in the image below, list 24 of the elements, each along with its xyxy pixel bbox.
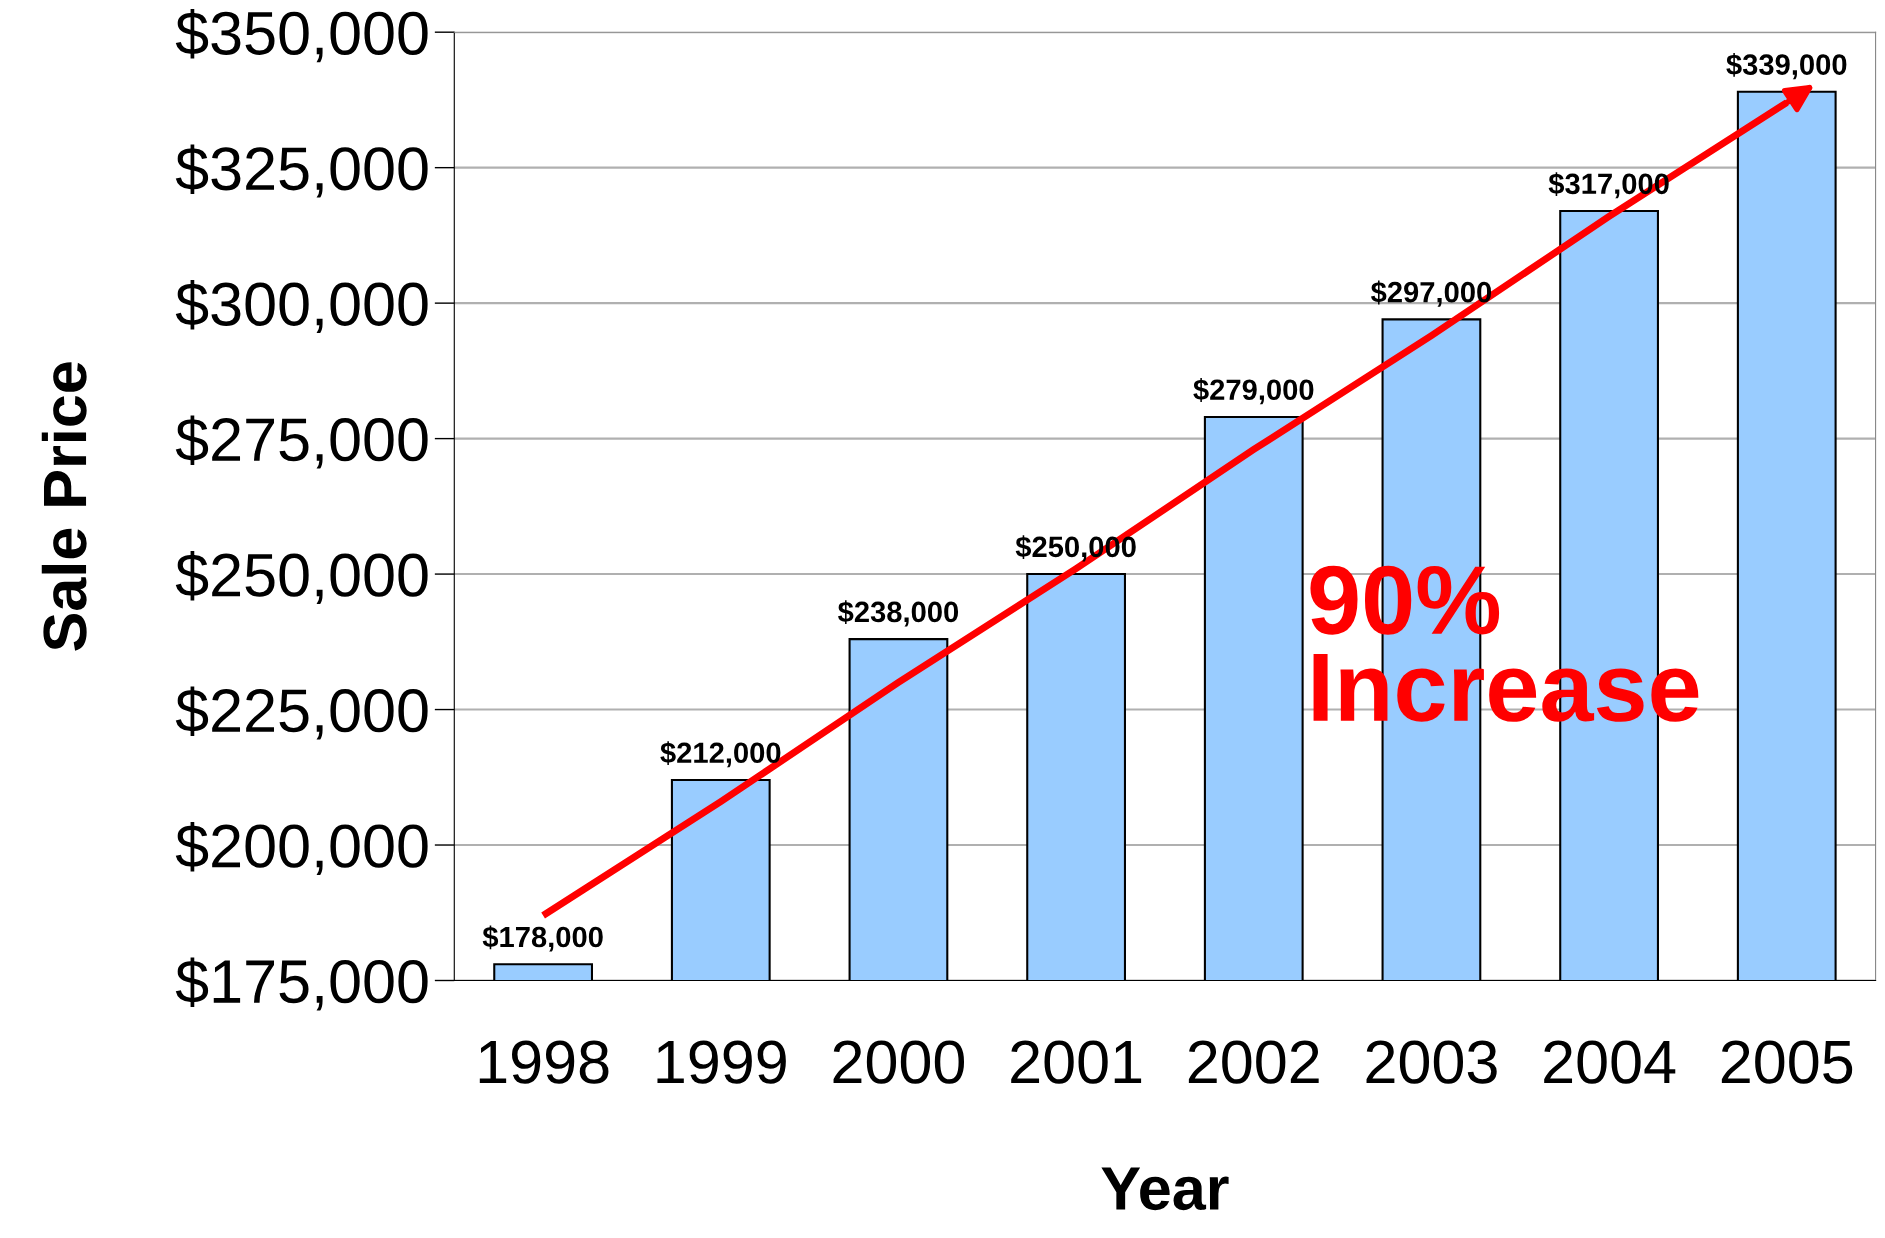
x-tick-label: 1999	[657, 1040, 786, 1084]
x-axis-title: Year	[1101, 1167, 1229, 1211]
data-label: $297,000	[1370, 280, 1492, 307]
data-label: $238,000	[838, 600, 959, 627]
data-label: $212,000	[660, 741, 781, 768]
y-tick-label: $250,000	[175, 550, 428, 605]
y-axis-title: Sale Price	[41, 362, 87, 651]
y-tick-label: $200,000	[175, 821, 428, 875]
x-tick-label: 2005	[1721, 1040, 1853, 1084]
y-tick-label: $325,000	[175, 144, 428, 198]
y-tick-label: $275,000	[175, 415, 428, 469]
data-label: $339,000	[1726, 52, 1847, 80]
x-tick-label: 2002	[1188, 1040, 1319, 1084]
y-tick-label: $350,000	[175, 9, 428, 63]
x-tick-label: 1998	[479, 1040, 609, 1084]
x-tick-label: 2003	[1366, 1040, 1497, 1084]
x-tick-label: 2004	[1544, 1040, 1676, 1084]
y-tick-label: $225,000	[175, 686, 428, 740]
y-tick-label: $175,000	[175, 957, 428, 1011]
x-tick-label: 2000	[833, 1040, 965, 1084]
data-label: $178,000	[482, 925, 603, 952]
y-tick-label: $300,000	[175, 280, 428, 334]
x-tick-label: 2001	[1011, 1040, 1142, 1084]
data-label: $279,000	[1193, 378, 1314, 405]
